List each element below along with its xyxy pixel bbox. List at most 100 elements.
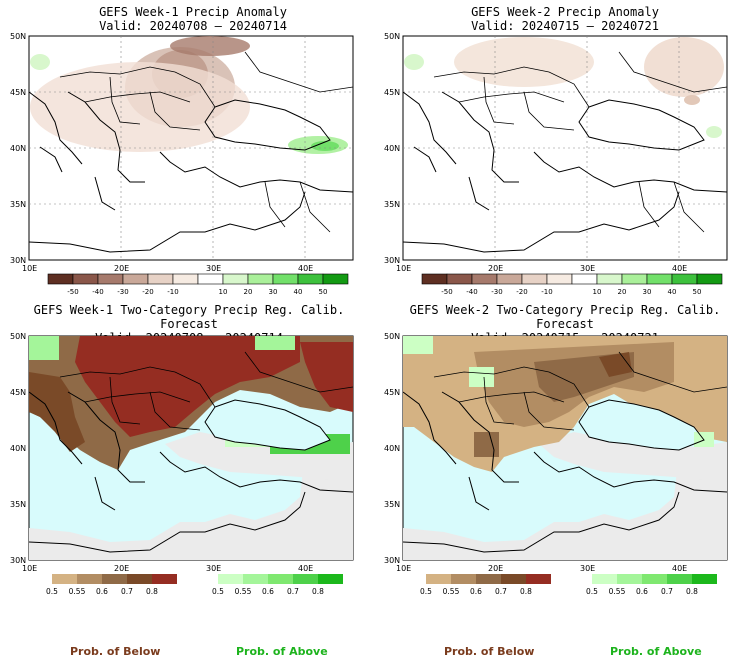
panel3-lat-35: 35N [10, 500, 26, 509]
anomaly-colorbar-box [122, 273, 149, 285]
panel2-lon-30: 30E [580, 264, 595, 272]
panel4-above-colorbar: 0.5 0.55 0.6 0.7 0.8 [586, 574, 717, 596]
panel1-lat-30: 30N [10, 256, 26, 265]
panel2-anomaly-dry-east [644, 37, 724, 97]
anomaly-colorbar-label: 30 [643, 288, 652, 296]
anomaly-colorbar-box [47, 273, 74, 285]
panel3-title-text: GEFS Week-1 Two-Category Precip Reg. Cal… [33, 303, 345, 331]
panel4-lon-30: 30E [580, 564, 595, 572]
above-colorbar-box [592, 574, 617, 584]
panel4-lat-30: 30N [384, 556, 400, 565]
panel1-lon-20: 20E [114, 264, 129, 272]
panel4-lat-50: 50N [384, 332, 400, 341]
panel2-lat-50: 50N [384, 32, 400, 41]
panel3-lon-20: 20E [114, 564, 129, 572]
above-colorbar-box [318, 574, 343, 584]
below-colorbar-box [52, 574, 77, 584]
anomaly-colorbar-box [471, 273, 498, 285]
anomaly-colorbar-label: -50 [441, 288, 452, 296]
above-colorbar-box [642, 574, 667, 584]
panel2-title-text: GEFS Week-2 Precip Anomaly [471, 5, 659, 19]
footer-below-left: Prob. of Below [70, 645, 161, 658]
anomaly-colorbar-box [571, 273, 598, 285]
panel1-valid-text: Valid: 20240708 – 20240714 [99, 19, 287, 33]
above-colorbar-box [617, 574, 642, 584]
panel3-below-core [75, 336, 300, 437]
anomaly-colorbar-box [546, 273, 573, 285]
panel3-above-colorbar: 0.5 0.55 0.6 0.7 0.8 [212, 574, 343, 596]
panel3-below-east [300, 342, 353, 412]
panel3-lat-30: 30N [10, 556, 26, 565]
panel2-lat-35: 35N [384, 200, 400, 209]
panel4-lat-40: 40N [384, 444, 400, 453]
anomaly-colorbar-box [646, 273, 673, 285]
panel2-lat-40: 40N [384, 144, 400, 153]
footer-below-right: Prob. of Below [444, 645, 535, 658]
below-colorbar-box [152, 574, 177, 584]
above-colorbar-label: 0.55 [235, 587, 252, 596]
below-colorbar-label: 0.6 [470, 587, 482, 596]
below-colorbar-box [127, 574, 152, 584]
panel4-land-nodata-south [403, 452, 727, 560]
panel3-above-north [255, 336, 295, 350]
anomaly-colorbar-box [72, 273, 99, 285]
panel4-below-greece [474, 432, 499, 457]
below-colorbar-label: 0.8 [520, 587, 532, 596]
above-colorbar-box [218, 574, 243, 584]
anomaly-colorbar-box [297, 273, 324, 285]
below-colorbar-label: 0.6 [96, 587, 108, 596]
anomaly-colorbar-label: -40 [92, 288, 103, 296]
anomaly-colorbar-label: -20 [516, 288, 527, 296]
panel3-lat-40: 40N [10, 444, 26, 453]
panel2-lat-30: 30N [384, 256, 400, 265]
above-colorbar-label: 0.6 [636, 587, 648, 596]
panel3-lat-45: 45N [10, 388, 26, 397]
above-colorbar-box [268, 574, 293, 584]
footer-above-left: Prob. of Above [236, 645, 328, 658]
anomaly-colorbar-box [521, 273, 548, 285]
anomaly-colorbar-label: -10 [167, 288, 178, 296]
above-colorbar-label: 0.5 [212, 587, 224, 596]
panel4-lon-10: 10E [396, 564, 411, 572]
panel1-anomaly-north [170, 36, 250, 56]
anomaly-colorbar-label: 10 [219, 288, 228, 296]
panel2-anomaly-dry-spot [684, 95, 700, 105]
panel4-lon-40: 40E [672, 564, 687, 572]
panel4-lat-35: 35N [384, 500, 400, 509]
anomaly-colorbar-label: -30 [117, 288, 128, 296]
anomaly-colorbar-box [222, 273, 249, 285]
anomaly-colorbar-box [446, 273, 473, 285]
anomaly-colorbar-label: 40 [294, 288, 303, 296]
anomaly-colorbar-box [147, 273, 174, 285]
below-colorbar-label: 0.55 [443, 587, 460, 596]
anomaly-colorbar-label: -30 [491, 288, 502, 296]
panel4-map: 50N 45N 40N 35N 30N 10E 20E 30E 40E [384, 332, 728, 572]
anomaly-colorbar-label: -20 [142, 288, 153, 296]
panel2-title: GEFS Week-2 Precip Anomaly Valid: 202407… [400, 5, 730, 33]
anomaly-colorbar-label: 50 [319, 288, 328, 296]
panel4-black-sea [579, 400, 704, 450]
panel3-lat-50: 50N [10, 332, 26, 341]
panel1-map: 50N 45N 40N 35N 30N 10E 20E 30E 40E [10, 32, 354, 272]
below-colorbar-box [526, 574, 551, 584]
above-colorbar-box [692, 574, 717, 584]
panel2-anomaly-wet-west [404, 54, 424, 70]
panel4-above-mid [469, 367, 494, 387]
below-colorbar-label: 0.7 [121, 587, 133, 596]
panel1-title-text: GEFS Week-1 Precip Anomaly [99, 5, 287, 19]
below-colorbar-label: 0.55 [69, 587, 86, 596]
panel1-anomaly-colorbar: -50 -40 -30 -20 -10 10 20 30 40 50 [47, 273, 349, 296]
below-colorbar-box [501, 574, 526, 584]
footer-above-right: Prob. of Above [610, 645, 702, 658]
anomaly-colorbar-label: -10 [541, 288, 552, 296]
panel1-anomaly-wet-core [311, 141, 339, 151]
panel3-lon-40: 40E [298, 564, 313, 572]
panel2-lon-10: 10E [396, 264, 411, 272]
panel1-lon-30: 30E [206, 264, 221, 272]
panel1-lon-10: 10E [22, 264, 37, 272]
panel4-lat-45: 45N [384, 388, 400, 397]
panel2-lat-45: 45N [384, 88, 400, 97]
panel1-lat-50: 50N [10, 32, 26, 41]
anomaly-colorbar-box [172, 273, 199, 285]
panel3-above-west [29, 336, 59, 360]
